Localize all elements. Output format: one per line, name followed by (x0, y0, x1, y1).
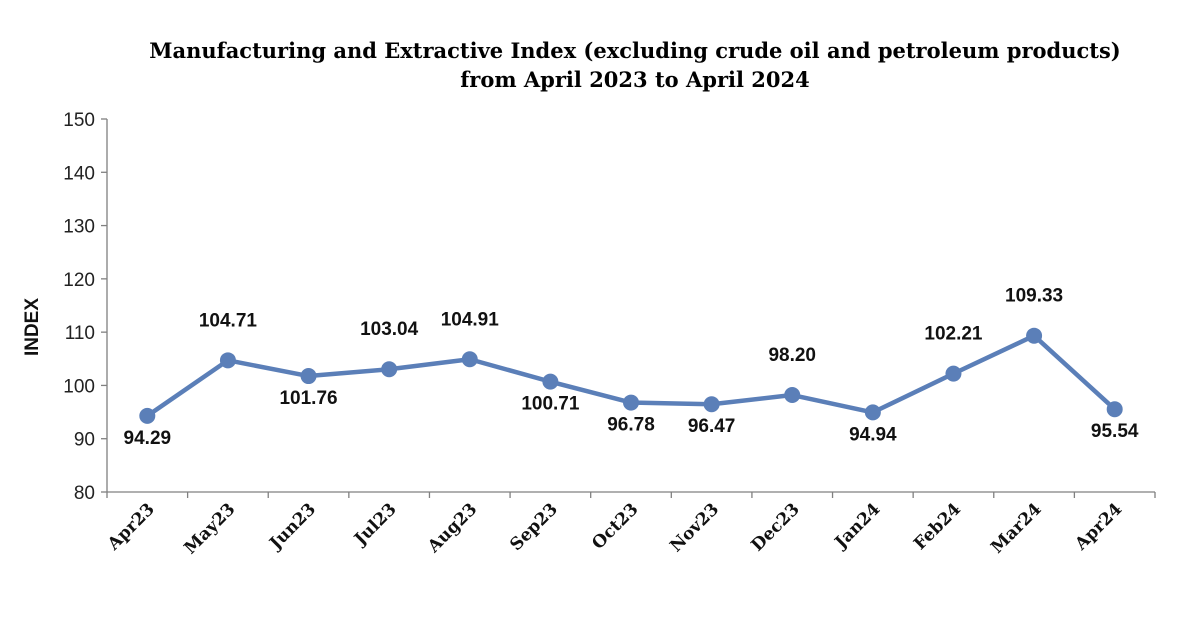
chart-title-line-1: Manufacturing and Extractive Index (excl… (149, 38, 1121, 63)
x-tick-label: Mar24 (987, 499, 1045, 557)
x-tick-label: Jun23 (265, 499, 320, 554)
x-tick-label: Sep23 (506, 499, 562, 555)
y-tick-label: 120 (63, 270, 95, 291)
data-point (784, 387, 801, 404)
x-axis-ticks: Apr23 May23 Jun23 Jul23 Aug23 Sep23 Oct23 Nov23… (103, 492, 1156, 558)
data-point (945, 365, 962, 382)
y-tick-label: 140 (63, 163, 95, 184)
data-label: 94.94 (849, 424, 897, 445)
data-point (542, 373, 559, 390)
y-tick-label: 130 (63, 217, 95, 238)
x-tick-label: May23 (181, 499, 240, 558)
data-label: 103.04 (360, 319, 419, 340)
y-axis-label: INDEX (22, 298, 43, 356)
data-label: 100.71 (521, 394, 580, 415)
y-tick-label: 150 (63, 110, 95, 131)
x-tick-label: Aug23 (423, 499, 481, 557)
data-point (864, 404, 881, 421)
x-tick-label: Dec23 (747, 499, 803, 555)
data-label: 104.71 (199, 310, 258, 331)
y-tick-label: 100 (63, 376, 95, 397)
x-tick-label: Oct23 (588, 499, 642, 553)
data-label: 109.33 (1005, 286, 1063, 307)
x-tick-label: Nov23 (666, 499, 723, 556)
data-label: 98.20 (768, 345, 816, 366)
data-label: 101.76 (279, 388, 337, 409)
data-label: 104.91 (441, 309, 500, 330)
data-label: 96.78 (607, 415, 655, 436)
x-tick-label: Feb24 (910, 499, 965, 554)
data-labels: 94.29 104.71 101.76 103.04 104.91 100.71 96.78… (124, 286, 1139, 449)
data-point (623, 394, 639, 411)
data-label: 95.54 (1091, 421, 1139, 442)
y-tick-label: 90 (74, 430, 95, 451)
y-axis-ticks: 80 90 100 110 120 130 140 150 (63, 110, 107, 504)
data-label: 94.29 (124, 428, 172, 449)
data-point (461, 351, 478, 368)
chart-title-line-2: from April 2023 to April 2024 (460, 67, 810, 92)
x-tick-label: Jan24 (830, 499, 885, 554)
data-point (1106, 401, 1123, 418)
x-tick-label: Apr24 (1071, 499, 1127, 555)
chart-title: Manufacturing and Extractive Index (excl… (0, 36, 1200, 94)
data-point (219, 352, 236, 369)
x-tick-label: Jul23 (349, 499, 400, 550)
data-points (139, 327, 1123, 424)
data-point (703, 396, 720, 413)
x-tick-label: Apr23 (103, 499, 159, 555)
y-tick-label: 110 (65, 323, 95, 344)
data-label: 102.21 (924, 324, 983, 345)
data-point (300, 368, 317, 385)
y-tick-label: 80 (74, 483, 95, 504)
data-point (1026, 327, 1043, 344)
data-point (381, 361, 398, 378)
data-point (139, 407, 156, 424)
data-label: 96.47 (688, 416, 736, 437)
